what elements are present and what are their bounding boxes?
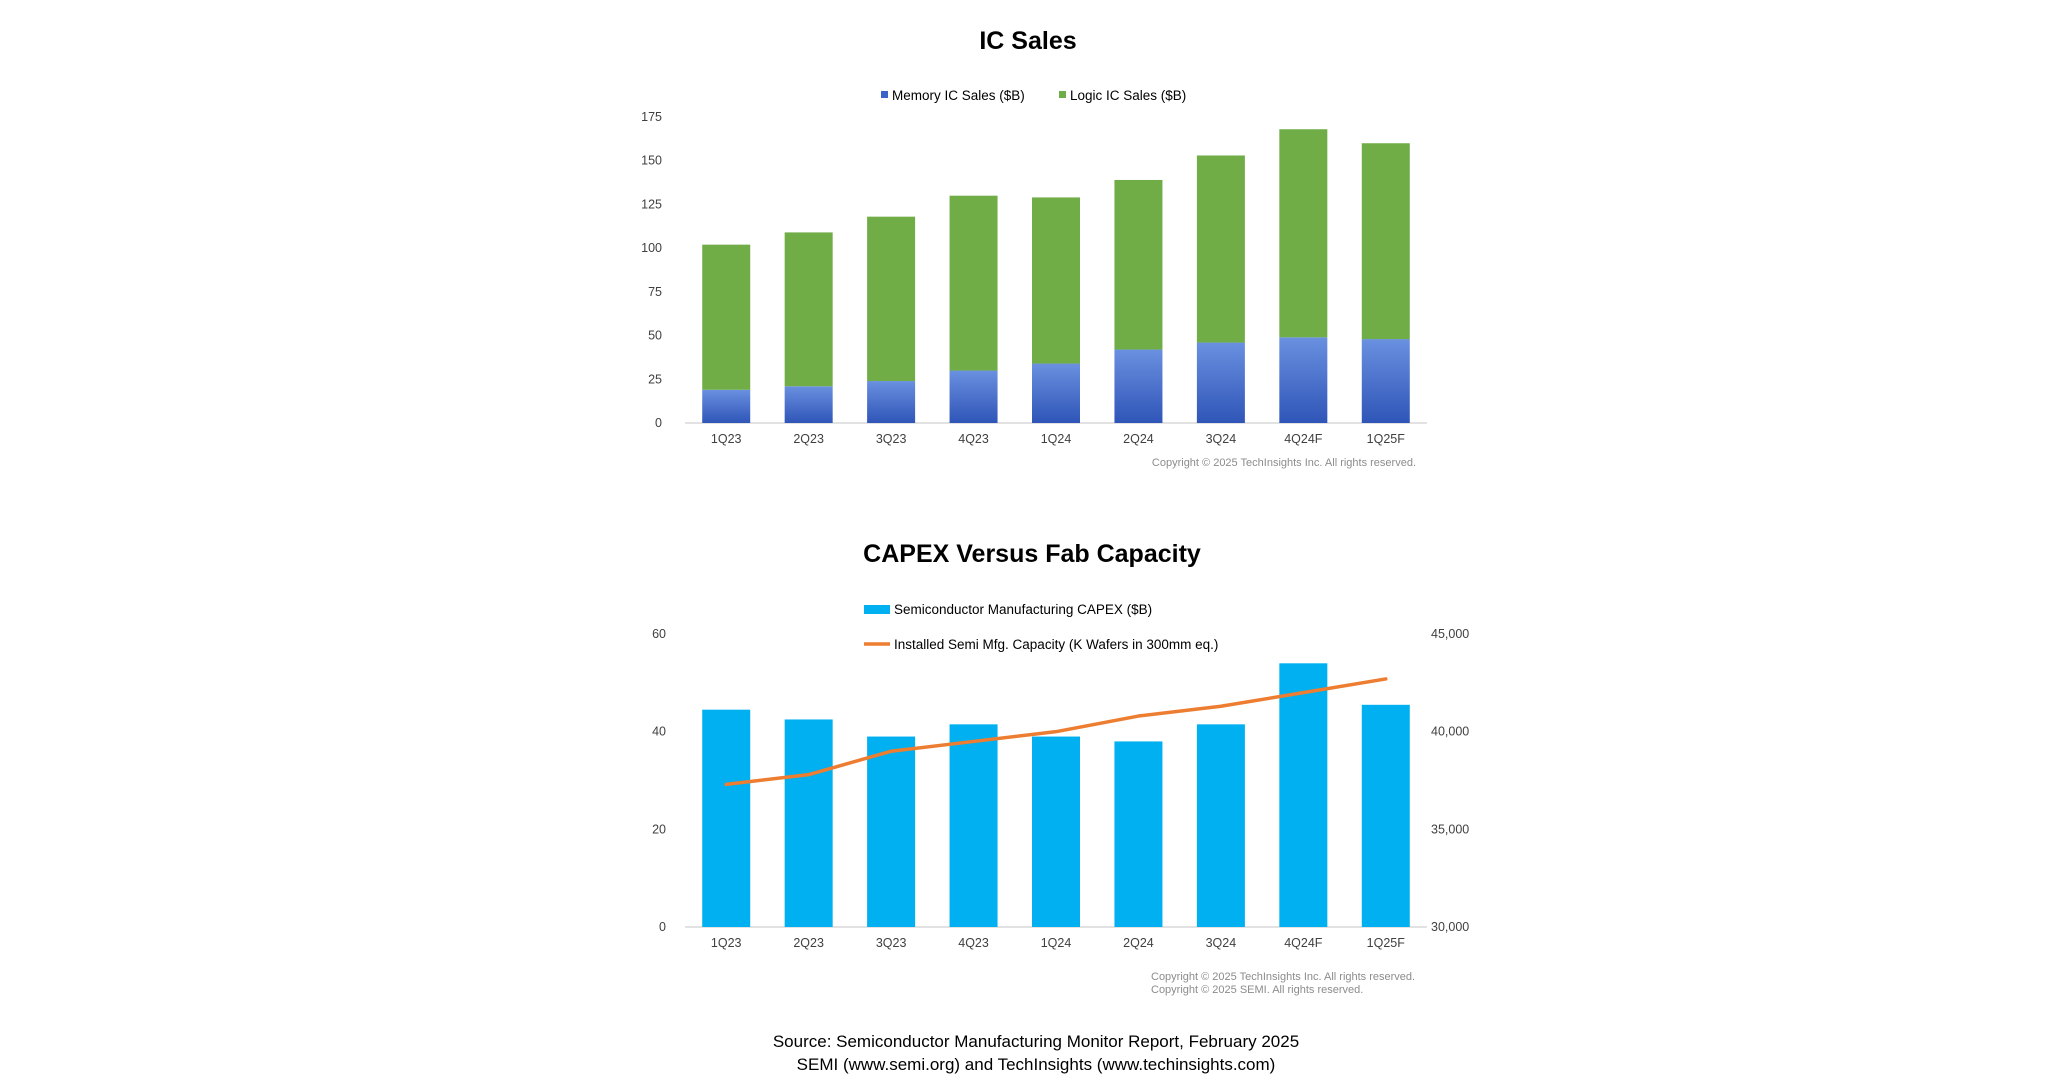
legend-label-capex: Semiconductor Manufacturing CAPEX ($B) xyxy=(894,602,1152,617)
y-left-tick-label: 40 xyxy=(652,725,666,739)
ic-sales-copyright: Copyright © 2025 TechInsights Inc. All r… xyxy=(1152,457,1416,469)
capex-chart: CAPEX Versus Fab Capacity Semiconductor … xyxy=(652,540,1469,996)
bar-capex-4Q23 xyxy=(950,724,998,927)
x-tick-label: 3Q23 xyxy=(876,432,907,446)
capex-copyright-techinsights: Copyright © 2025 TechInsights Inc. All r… xyxy=(1151,971,1415,983)
x-tick-label: 2Q23 xyxy=(793,432,824,446)
x-tick-label: 1Q25F xyxy=(1367,432,1406,446)
y-tick-label: 150 xyxy=(641,154,662,168)
bar-memory-3Q23 xyxy=(867,381,915,423)
bar-capex-1Q25F xyxy=(1362,705,1410,927)
capex-legend: Semiconductor Manufacturing CAPEX ($B) I… xyxy=(864,602,1218,652)
bar-memory-1Q25F xyxy=(1362,339,1410,423)
x-tick-label: 2Q24 xyxy=(1123,936,1154,950)
legend-label-memory: Memory IC Sales ($B) xyxy=(892,88,1025,103)
x-tick-label: 1Q23 xyxy=(711,936,742,950)
bar-capex-1Q23 xyxy=(702,710,750,927)
y-tick-label: 175 xyxy=(641,110,662,124)
ic-sales-title: IC Sales xyxy=(979,27,1076,55)
x-tick-label: 3Q24 xyxy=(1206,936,1237,950)
bar-memory-2Q23 xyxy=(785,386,833,423)
bar-capex-3Q23 xyxy=(867,737,915,927)
ic-sales-x-axis: 1Q23 2Q23 3Q23 4Q23 1Q24 2Q24 3Q24 4Q24F 1Q25F xyxy=(711,432,1405,446)
y-tick-label: 0 xyxy=(655,416,662,430)
y-tick-label: 75 xyxy=(648,285,662,299)
y-right-tick-label: 45,000 xyxy=(1431,627,1469,641)
bar-logic-1Q24 xyxy=(1032,197,1080,363)
legend-label-logic: Logic IC Sales ($B) xyxy=(1070,88,1186,103)
x-tick-label: 4Q24F xyxy=(1284,432,1323,446)
legend-label-capacity: Installed Semi Mfg. Capacity (K Wafers i… xyxy=(894,637,1218,652)
x-tick-label: 2Q24 xyxy=(1123,432,1154,446)
y-left-tick-label: 20 xyxy=(652,822,666,836)
bar-logic-4Q23 xyxy=(950,196,998,371)
bar-capex-2Q24 xyxy=(1114,741,1162,927)
x-tick-label: 4Q23 xyxy=(958,432,989,446)
y-tick-label: 100 xyxy=(641,241,662,255)
y-right-tick-label: 35,000 xyxy=(1431,822,1469,836)
legend-swatch-capex xyxy=(864,605,890,614)
x-tick-label: 3Q23 xyxy=(876,936,907,950)
capex-x-axis: 1Q23 2Q23 3Q23 4Q23 1Q24 2Q24 3Q24 4Q24F 1Q25F xyxy=(711,936,1405,950)
y-right-tick-label: 30,000 xyxy=(1431,920,1469,934)
x-tick-label: 1Q23 xyxy=(711,432,742,446)
bar-memory-3Q24 xyxy=(1197,343,1245,423)
ic-sales-legend: Memory IC Sales ($B) Logic IC Sales ($B) xyxy=(881,88,1186,103)
bar-logic-1Q25F xyxy=(1362,143,1410,339)
bar-memory-4Q23 xyxy=(950,371,998,423)
x-tick-label: 2Q23 xyxy=(793,936,824,950)
bar-capex-4Q24F xyxy=(1279,663,1327,927)
ic-sales-chart: IC Sales Memory IC Sales ($B) Logic IC S… xyxy=(641,27,1427,469)
bar-memory-2Q24 xyxy=(1114,350,1162,423)
bar-logic-3Q23 xyxy=(867,217,915,381)
legend-swatch-memory xyxy=(881,91,888,98)
capex-title: CAPEX Versus Fab Capacity xyxy=(863,540,1201,568)
ic-sales-bars xyxy=(702,129,1410,423)
capex-bars xyxy=(702,663,1410,927)
bar-logic-4Q24F xyxy=(1279,129,1327,337)
bar-logic-3Q24 xyxy=(1197,155,1245,342)
bar-memory-4Q24F xyxy=(1279,337,1327,423)
y-tick-label: 125 xyxy=(641,197,662,211)
source-line-2: SEMI (www.semi.org) and TechInsights (ww… xyxy=(797,1055,1276,1074)
capex-copyright-semi: Copyright © 2025 SEMI. All rights reserv… xyxy=(1151,984,1363,996)
x-tick-label: 4Q23 xyxy=(958,936,989,950)
capex-right-y-axis: 30,000 35,000 40,000 45,000 xyxy=(1431,627,1469,934)
bar-capex-2Q23 xyxy=(785,719,833,927)
x-tick-label: 1Q25F xyxy=(1367,936,1406,950)
y-right-tick-label: 40,000 xyxy=(1431,725,1469,739)
x-tick-label: 3Q24 xyxy=(1206,432,1237,446)
source-line-1: Source: Semiconductor Manufacturing Moni… xyxy=(773,1032,1299,1051)
x-tick-label: 1Q24 xyxy=(1041,936,1072,950)
y-left-tick-label: 0 xyxy=(659,920,666,934)
bar-logic-2Q24 xyxy=(1114,180,1162,350)
x-tick-label: 4Q24F xyxy=(1284,936,1323,950)
bar-memory-1Q24 xyxy=(1032,364,1080,423)
bar-logic-1Q23 xyxy=(702,245,750,390)
bar-capex-3Q24 xyxy=(1197,724,1245,927)
y-left-tick-label: 60 xyxy=(652,627,666,641)
bar-capex-1Q24 xyxy=(1032,737,1080,927)
legend-swatch-logic xyxy=(1059,91,1066,98)
capex-left-y-axis: 0 20 40 60 xyxy=(652,627,666,934)
bar-memory-1Q23 xyxy=(702,390,750,423)
y-tick-label: 25 xyxy=(648,372,662,386)
ic-sales-y-axis: 0 25 50 75 100 125 150 175 xyxy=(641,110,662,430)
x-tick-label: 1Q24 xyxy=(1041,432,1072,446)
y-tick-label: 50 xyxy=(648,329,662,343)
bar-logic-2Q23 xyxy=(785,232,833,386)
